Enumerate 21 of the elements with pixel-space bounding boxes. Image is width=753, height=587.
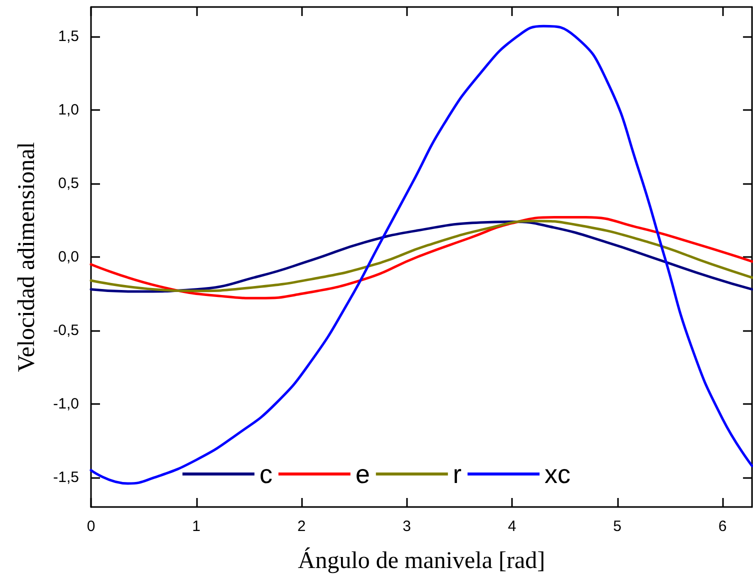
legend-label: r xyxy=(452,459,462,489)
y-axis-title: Velocidad adimensional xyxy=(14,142,40,372)
x-tick-label: 4 xyxy=(508,518,516,535)
legend-label: c xyxy=(259,459,272,489)
x-tick-label: 2 xyxy=(297,518,306,535)
x-tick-label: 0 xyxy=(86,518,96,535)
x-tick-label: 5 xyxy=(613,518,622,535)
y-tick-label: 0,0 xyxy=(58,248,79,266)
x-axis-title: Ángulo de manivela [rad] xyxy=(298,547,546,574)
y-tick-label: 1,5 xyxy=(58,28,79,45)
y-tick-label: 1,0 xyxy=(58,101,79,118)
x-tick-label: 6 xyxy=(718,518,727,535)
x-tick-label: 3 xyxy=(402,518,411,535)
legend-label: xc xyxy=(544,459,571,489)
y-tick-label: 0,5 xyxy=(58,174,79,192)
y-tick-label: -1,5 xyxy=(53,469,79,486)
y-tick-label: -1,0 xyxy=(53,396,79,413)
legend-label: e xyxy=(355,459,370,489)
x-tick-label: 1 xyxy=(192,518,200,535)
line-series xyxy=(90,24,753,485)
y-tick-label: -0,5 xyxy=(53,322,79,340)
